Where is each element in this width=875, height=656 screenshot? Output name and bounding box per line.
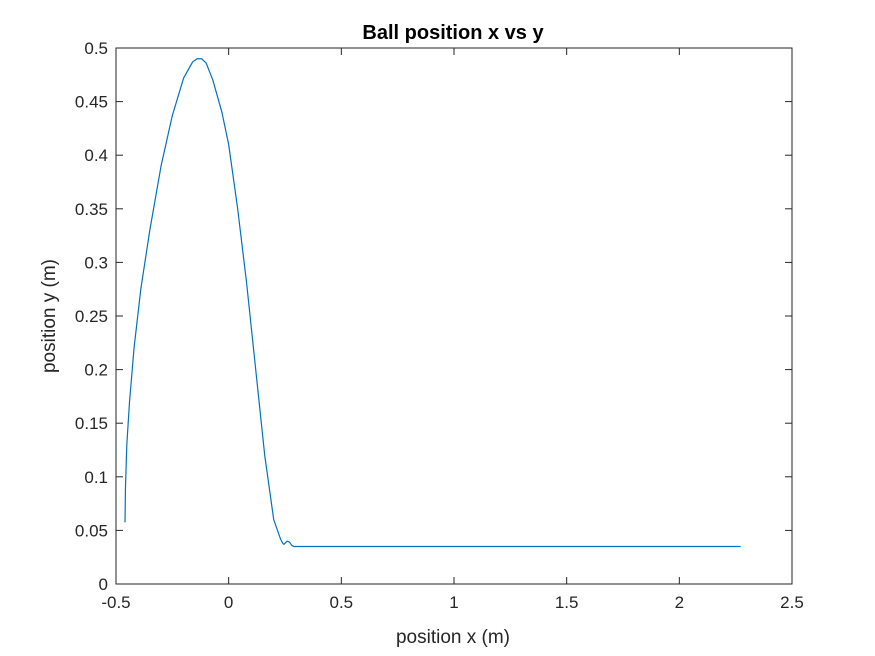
y-tick-label: 0.15 bbox=[75, 414, 108, 433]
y-tick-label: 0.05 bbox=[75, 521, 108, 540]
x-tick-label: -0.5 bbox=[101, 593, 130, 612]
x-axis: -0.5 0 0.5 1 1.5 2 2.5 bbox=[101, 48, 804, 612]
y-tick-label: 0.3 bbox=[84, 253, 108, 272]
y-tick-label: 0 bbox=[99, 575, 108, 594]
series-line bbox=[124, 58, 741, 548]
x-tick-label: 2.5 bbox=[780, 593, 804, 612]
x-tick-label: 2 bbox=[675, 593, 684, 612]
x-tick-label: 1.5 bbox=[555, 593, 579, 612]
y-tick-label: 0.5 bbox=[84, 39, 108, 58]
x-tick-label: 0 bbox=[224, 593, 233, 612]
y-tick-label: 0.45 bbox=[75, 93, 108, 112]
plot-area bbox=[115, 47, 793, 585]
series-layer bbox=[124, 58, 741, 548]
x-axis-label: position x (m) bbox=[396, 627, 510, 648]
y-tick-label: 0.25 bbox=[75, 307, 108, 326]
x-tick-label: 1 bbox=[449, 593, 458, 612]
y-axis-label: position y (m) bbox=[39, 259, 60, 373]
y-tick-label: 0.35 bbox=[75, 200, 108, 219]
y-axis: 0 0.05 0.1 0.15 0.2 0.25 0.3 0.35 0.4 0.45 0.5 bbox=[75, 39, 792, 594]
y-tick-label: 0.4 bbox=[84, 146, 108, 165]
y-tick-label: 0.1 bbox=[84, 468, 108, 487]
y-tick-label: 0.2 bbox=[84, 361, 108, 380]
x-tick-label: 0.5 bbox=[330, 593, 354, 612]
chart-title: Ball position x vs y bbox=[362, 22, 544, 44]
